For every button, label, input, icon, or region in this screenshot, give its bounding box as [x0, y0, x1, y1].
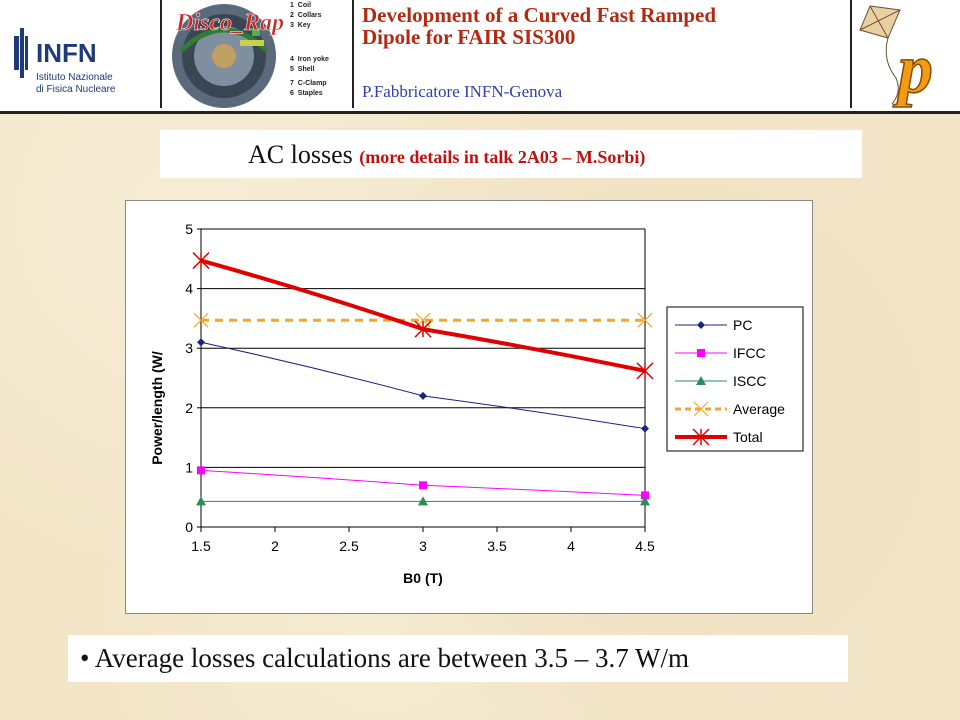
heading-main-text: AC losses	[248, 140, 353, 169]
y-tick-label: 0	[185, 519, 193, 535]
x-tick-label: 3	[419, 538, 427, 554]
data-point-pc	[641, 424, 649, 433]
kite-icon: p	[859, 5, 934, 109]
kite-logo-letter: p	[893, 31, 933, 108]
infn-logo: INFN Istituto Nazionale di Fisica Nuclea…	[0, 0, 162, 108]
ac-losses-chart: 0 1 2 3 4 5 1.5 2 2.5 3 3.5 4 4.5 B0 (T) Power/length …	[149, 221, 804, 586]
data-point-total	[192, 252, 210, 270]
data-point-average	[193, 312, 209, 328]
author: P.Fabbricatore INFN-Genova	[362, 82, 563, 101]
title-line-2: Dipole for FAIR SIS300	[362, 25, 576, 49]
data-point-average	[637, 312, 653, 328]
bullet-symbol: •	[80, 643, 90, 673]
logo-subtitle-1: Istituto Nazionale	[36, 72, 113, 83]
legend-label-ifcc: IFCC	[733, 345, 766, 361]
x-tick-label: 2.5	[339, 538, 359, 554]
y-tick-label: 5	[185, 221, 193, 237]
legend-marker-iscc	[696, 376, 706, 385]
legend-marker-total	[692, 428, 710, 446]
x-tick-label: 2	[271, 538, 279, 554]
data-point-total	[636, 362, 654, 380]
legend-label-total: Total	[733, 429, 763, 445]
header-banner: INFN Istituto Nazionale di Fisica Nuclea…	[0, 0, 960, 114]
series-line-total	[200, 258, 646, 373]
presentation-title-box: Development of a Curved Fast Ramped Dipo…	[354, 0, 852, 108]
x-tick-label: 3.5	[487, 538, 507, 554]
y-tick-label: 4	[185, 281, 193, 297]
legend-marker-ifcc	[697, 349, 705, 357]
data-point-ifcc	[197, 466, 205, 475]
data-point-iscc	[196, 496, 206, 506]
logo-subtitle-2: di Fisica Nucleare	[36, 84, 116, 95]
bullet-text: Average losses calculations are between …	[94, 643, 690, 673]
legend-label-iscc: ISCC	[733, 373, 766, 389]
data-point-pc	[419, 391, 427, 400]
legend-label-pc: PC	[733, 317, 752, 333]
legend-marker-average	[693, 401, 709, 417]
x-axis-label: B0 (T)	[403, 570, 443, 586]
y-tick-label: 2	[185, 400, 193, 416]
y-tick-label: 1	[185, 459, 193, 475]
legend-label-average: Average	[733, 401, 785, 417]
slide-heading-box: AC losses (more details in talk 2A03 – M…	[160, 130, 862, 178]
disco-rap-logo: Disco_Rap 1 Coil 2 Collars 3 Key 4 Iron …	[162, 0, 354, 108]
data-point-total	[414, 320, 432, 338]
chart-area: 0 1 2 3 4 5 1.5 2 2.5 3 3.5 4 4.5 B0 (T) Power/length …	[125, 200, 813, 614]
y-tick-label: 3	[185, 340, 193, 356]
magnet-cross-section-icon: Disco_Rap	[172, 4, 284, 108]
y-axis-label: Power/length (W/	[149, 351, 165, 465]
bullet-item: • Average losses calculations are betwee…	[80, 643, 689, 674]
data-point-pc	[197, 338, 205, 347]
kite-logo: p	[852, 0, 960, 109]
title-line-1: Development of a Curved Fast Ramped	[362, 3, 717, 27]
logo-text: INFN	[36, 38, 97, 68]
series-line-pc	[200, 341, 646, 430]
slide-heading: AC losses (more details in talk 2A03 – M…	[248, 140, 645, 170]
bullet-box: • Average losses calculations are betwee…	[68, 635, 848, 682]
chart-legend	[666, 306, 804, 452]
x-tick-label: 4	[567, 538, 575, 554]
x-tick-label: 4.5	[635, 538, 655, 554]
data-point-ifcc	[641, 491, 649, 500]
infn-logo-graphic: INFN Istituto Nazionale di Fisica Nuclea…	[14, 28, 116, 95]
x-tick-label: 1.5	[191, 538, 211, 554]
heading-subtitle: (more details in talk 2A03 – M.Sorbi)	[359, 147, 646, 167]
disco-rap-title: Disco_Rap	[175, 10, 284, 36]
legend-marker-pc	[697, 321, 705, 329]
data-point-iscc	[640, 496, 650, 506]
data-point-iscc	[418, 496, 428, 506]
data-point-ifcc	[419, 481, 427, 490]
